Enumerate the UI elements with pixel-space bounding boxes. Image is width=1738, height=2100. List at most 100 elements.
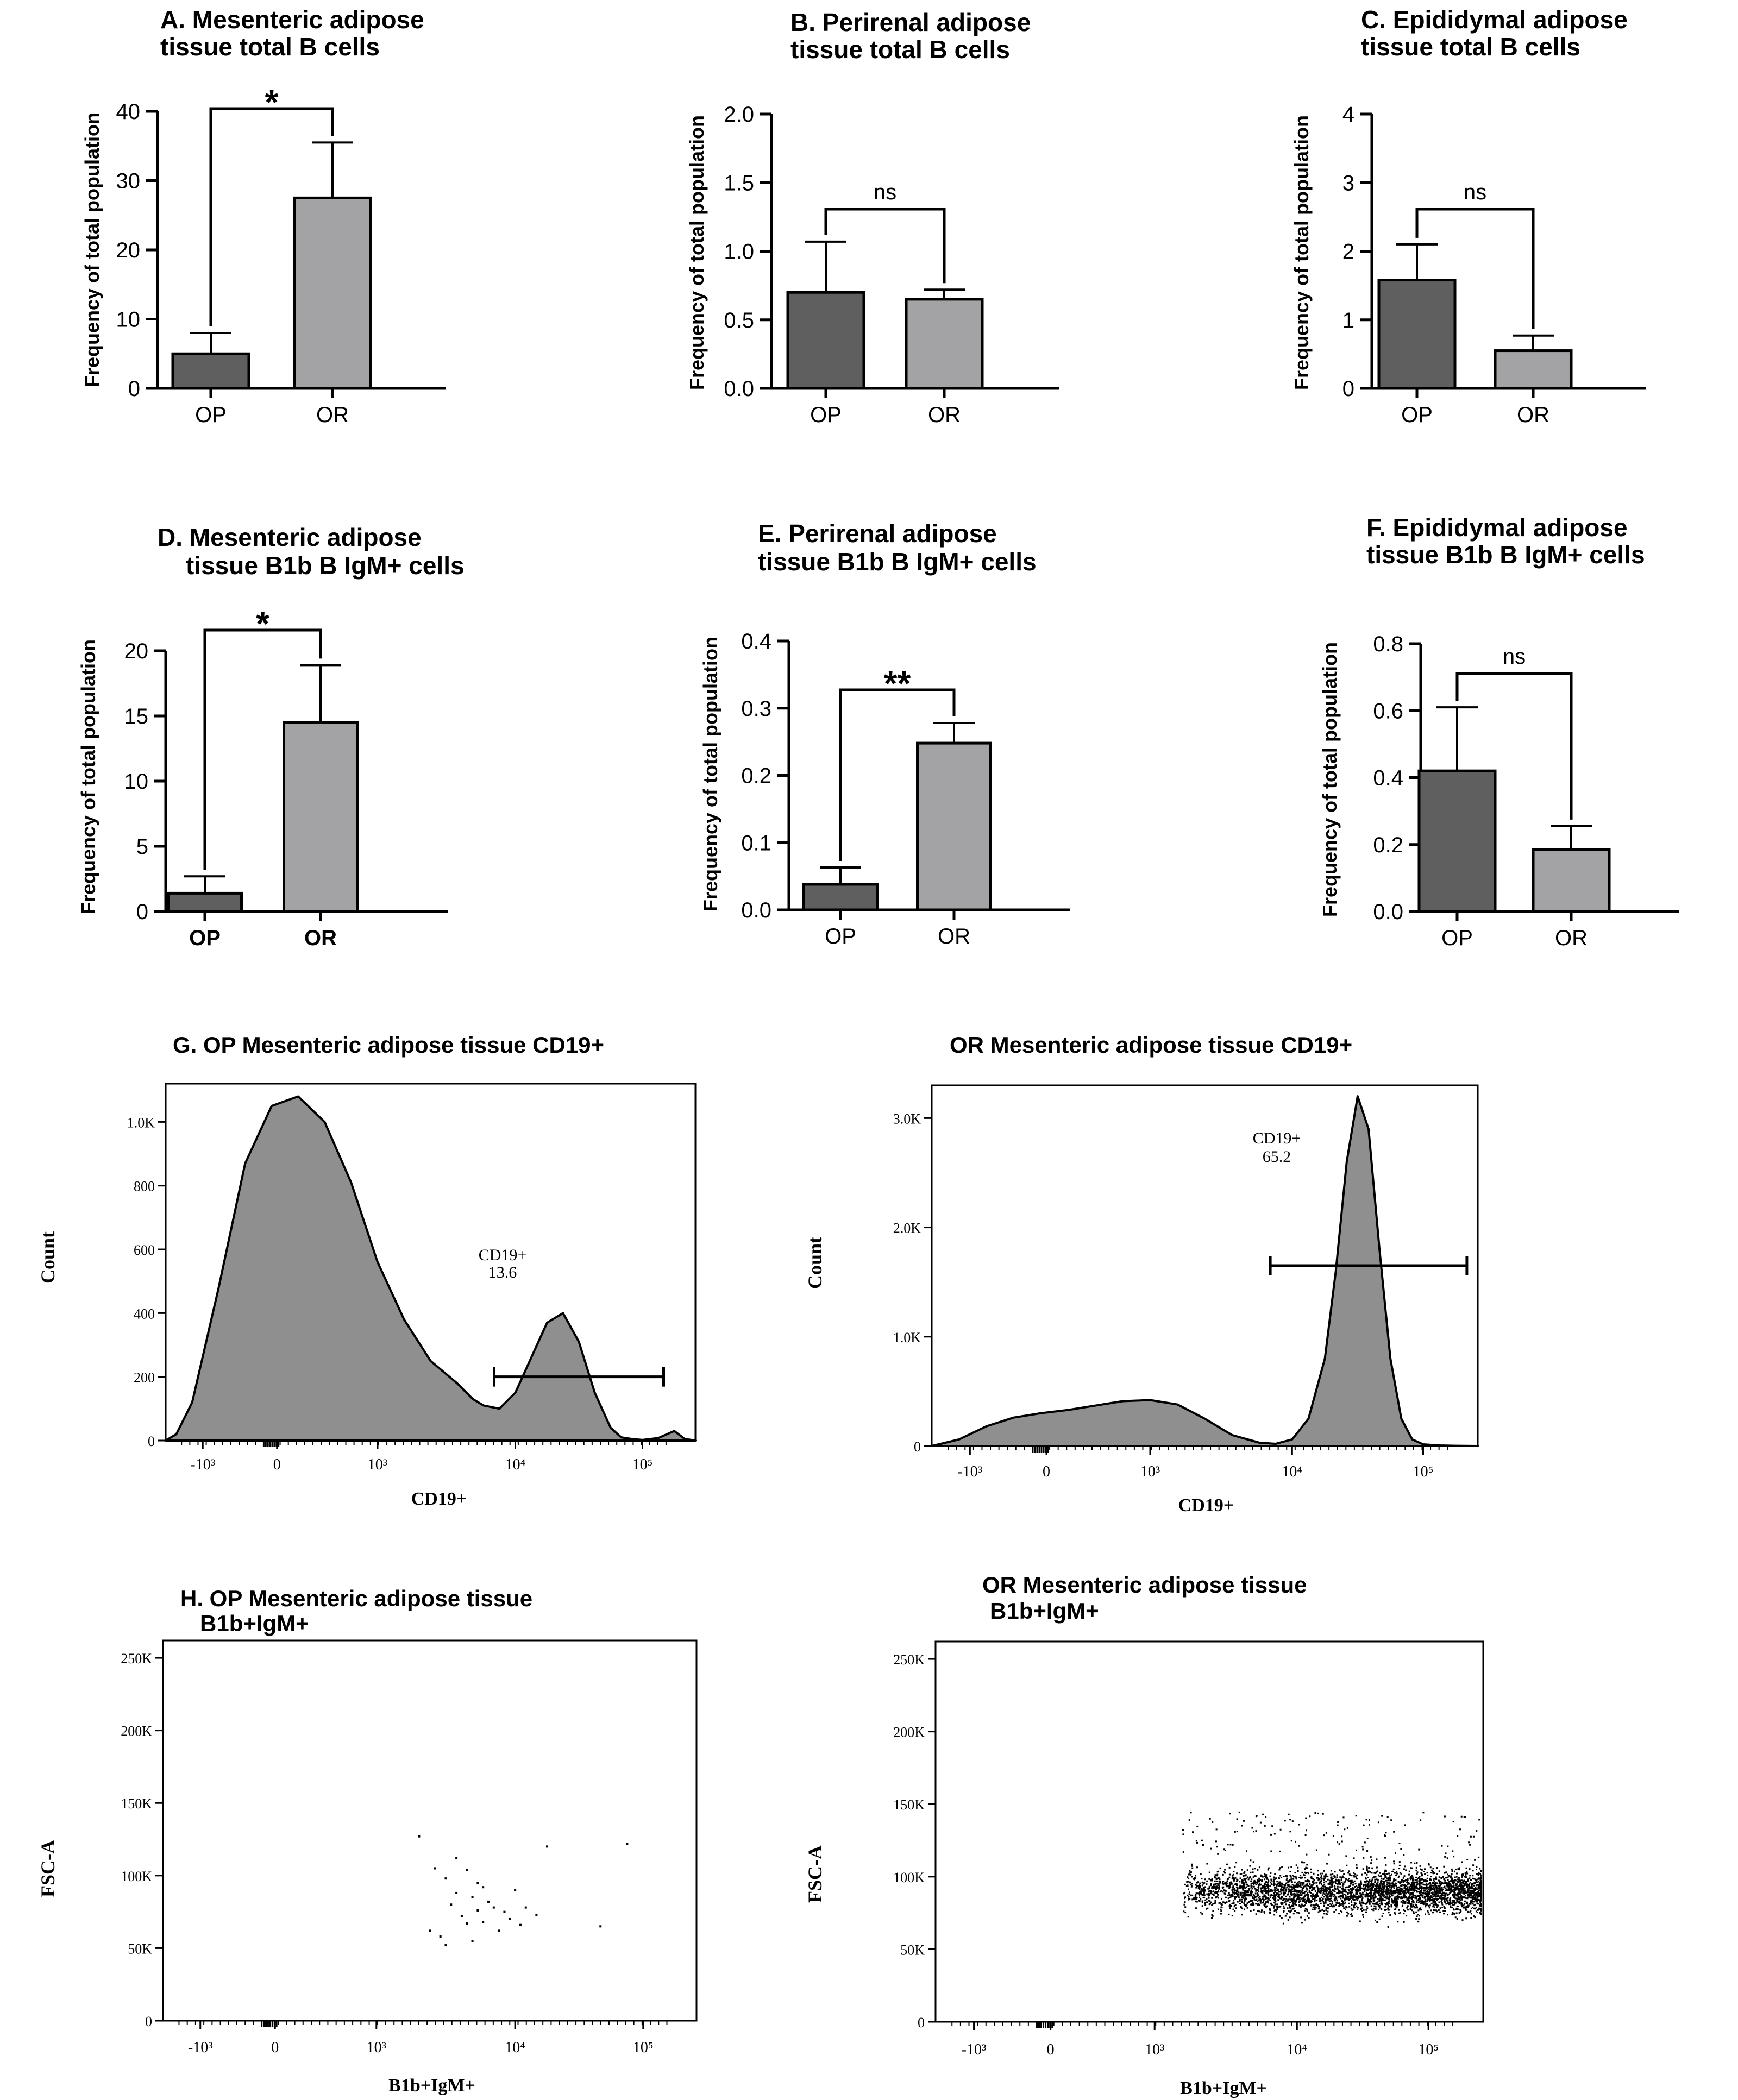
panel-c-x-tick-label: OR bbox=[1517, 403, 1549, 427]
panel-f-y-tick-label: 0.8 bbox=[1373, 632, 1403, 656]
panel-h-op-event-point bbox=[418, 1835, 421, 1838]
panel-f-bar-chart: F. Epididymal adipose tissue B1b B IgM+ … bbox=[1319, 513, 1679, 950]
panel-h-or-plot-frame bbox=[934, 1640, 1484, 2023]
panel-h-op-event-point bbox=[439, 1935, 442, 1938]
panel-d-significance-bracket bbox=[203, 628, 322, 870]
panel-e-y-tick-label: 0.0 bbox=[741, 898, 771, 922]
panel-c-y-tick-label: 3 bbox=[1342, 171, 1354, 195]
panel-g-or-histogram-area bbox=[931, 1095, 1479, 1447]
panel-e-significance: ** bbox=[839, 664, 956, 862]
panel-e-y-tick-label: 0.2 bbox=[741, 764, 771, 788]
panel-d-title-line2: tissue B1b B IgM+ cells bbox=[186, 551, 465, 580]
panel-h-or-x-tick-label: 10³ bbox=[1145, 2041, 1164, 2058]
panel-h-or-x-tick-label: 10⁵ bbox=[1418, 2041, 1439, 2058]
panel-f-title-line2: tissue B1b B IgM+ cells bbox=[1366, 540, 1645, 569]
panel-a-bar-op bbox=[171, 352, 250, 390]
panel-b-bar-or bbox=[905, 298, 984, 390]
panel-d-y-axis: 0 5 10 15 20 bbox=[124, 639, 167, 924]
panel-f-x-tick-label: OR bbox=[1555, 926, 1588, 950]
panel-g-op-y-tick-label: 1.0K bbox=[127, 1115, 155, 1130]
panel-f-bar-or bbox=[1532, 848, 1611, 913]
panel-h-or-event-outliers bbox=[1182, 1811, 1480, 1871]
panel-a-ylabel: Frequency of total population bbox=[81, 112, 103, 387]
panel-g-or-x-tick-label: 10³ bbox=[1140, 1463, 1160, 1480]
panel-h-op-event-point bbox=[444, 1877, 447, 1880]
panel-g-or-gate-value: 65.2 bbox=[1263, 1148, 1291, 1166]
panel-g-or-y-tick-label: 0 bbox=[914, 1439, 921, 1455]
panel-e-bar-or bbox=[916, 741, 992, 911]
panel-h-or-y-tick-label: 250K bbox=[893, 1652, 925, 1668]
panel-a-bar-chart: A. Mesenteric adipose tissue total B cel… bbox=[81, 5, 446, 427]
panel-d-y-tick-label: 0 bbox=[136, 900, 148, 924]
panel-g-or-gate-label: CD19+ bbox=[1253, 1129, 1301, 1147]
panel-f-x-tick-label: OP bbox=[1441, 926, 1473, 950]
panel-f-bars bbox=[1417, 706, 1611, 913]
panel-b-title-line2: tissue total B cells bbox=[790, 35, 1010, 64]
panel-h-op-event-point bbox=[471, 1940, 474, 1942]
panel-h-op-x-tick-label: 0 bbox=[271, 2039, 279, 2056]
panel-a-x-axis: OP OR bbox=[158, 387, 446, 427]
panel-f-y-tick-label: 0.0 bbox=[1373, 900, 1403, 924]
panel-h-op-event-point bbox=[524, 1906, 527, 1909]
panel-h-op-event-point bbox=[509, 1917, 511, 1920]
panel-e-y-tick-label: 0.4 bbox=[741, 630, 771, 653]
panel-h-op-event-point bbox=[492, 1906, 495, 1909]
panel-h-op-event-point bbox=[460, 1915, 463, 1917]
panel-g-op-x-tick-label: 10⁵ bbox=[632, 1456, 653, 1473]
panel-h-op-y-tick-label: 0 bbox=[145, 2014, 152, 2029]
panel-e-bar-chart: E. Perirenal adipose tissue B1b B IgM+ c… bbox=[699, 519, 1070, 948]
panel-c-significance-mark: ns bbox=[1464, 180, 1486, 204]
panel-h-op-xlabel: B1b+IgM+ bbox=[388, 2076, 475, 2096]
panel-b-x-axis: OP OR bbox=[771, 387, 1059, 427]
panel-c-title-line1: C. Epididymal adipose bbox=[1361, 5, 1628, 34]
panel-a-title-line2: tissue total B cells bbox=[160, 33, 380, 61]
panel-f-significance-mark: ns bbox=[1503, 645, 1526, 669]
panel-h-op-event-point bbox=[434, 1867, 436, 1870]
panel-c-bar-or bbox=[1494, 349, 1573, 390]
panel-h-op-event-point bbox=[466, 1922, 468, 1925]
panel-b-bar-chart: B. Perirenal adipose tissue total B cell… bbox=[686, 8, 1059, 427]
panel-h-or-x-tick-label: 10⁴ bbox=[1287, 2041, 1307, 2058]
panel-h-op-scatter: H. OP Mesenteric adipose tissue B1b+IgM+… bbox=[37, 1586, 698, 2096]
panel-g-or-y-tick-label: 2.0K bbox=[893, 1221, 921, 1236]
panel-f-bar-op bbox=[1417, 769, 1497, 913]
panel-h-op-title-line1: H. OP Mesenteric adipose tissue bbox=[180, 1586, 532, 1611]
panel-f-significance-bracket bbox=[1455, 672, 1573, 820]
panel-h-op-event-point bbox=[498, 1929, 500, 1932]
panel-e-significance-bracket bbox=[839, 688, 956, 862]
panel-h-op-y-tick-label: 100K bbox=[121, 1869, 152, 1884]
panel-a-y-tick-label: 40 bbox=[116, 100, 141, 124]
panel-a-x-tick-label: OP bbox=[195, 403, 227, 427]
panel-g-or-y-tick-label: 3.0K bbox=[893, 1111, 921, 1127]
panel-e-y-tick-label: 0.1 bbox=[741, 831, 771, 855]
panel-h-op-event-point bbox=[466, 1869, 468, 1871]
panel-b-ylabel: Frequency of total population bbox=[686, 115, 708, 390]
panel-h-op-y-tick-label: 150K bbox=[121, 1796, 152, 1812]
panel-g-op-title: G. OP Mesenteric adipose tissue CD19+ bbox=[173, 1032, 604, 1058]
panel-g-op-ylabel: Count bbox=[37, 1231, 59, 1284]
panel-b-y-tick-label: 1.0 bbox=[724, 240, 754, 264]
panel-b-title-line1: B. Perirenal adipose bbox=[790, 8, 1031, 36]
panel-c-bar-op bbox=[1377, 279, 1457, 390]
panel-e-x-tick-label: OR bbox=[938, 925, 970, 948]
panel-h-or-scatter: OR Mesenteric adipose tissue B1b+IgM+ FS… bbox=[804, 1572, 1484, 2098]
panel-g-op-histogram: G. OP Mesenteric adipose tissue CD19+ Co… bbox=[37, 1032, 697, 1509]
panel-d-x-axis: OP OR bbox=[166, 910, 448, 950]
panel-c-y-tick-label: 0 bbox=[1342, 377, 1354, 401]
panel-g-op-gate-value: 13.6 bbox=[488, 1263, 517, 1281]
panel-g-op-x-tick-label: 10³ bbox=[368, 1456, 387, 1473]
panel-g-or-y-tick-label: 1.0K bbox=[893, 1330, 921, 1345]
panel-e-bars bbox=[802, 721, 992, 911]
panel-c-x-axis: OP OR bbox=[1372, 387, 1646, 427]
panel-d-significance: * bbox=[203, 604, 322, 870]
panel-d-y-tick-label: 15 bbox=[124, 705, 149, 728]
panel-a-significance-mark: * bbox=[265, 83, 279, 122]
panel-h-or-x-tick-label: 0 bbox=[1047, 2041, 1055, 2058]
panel-h-op-x-tick-label: -10³ bbox=[188, 2039, 213, 2056]
panel-h-or-title-line1: OR Mesenteric adipose tissue bbox=[982, 1572, 1307, 1598]
panel-a-y-tick-label: 0 bbox=[128, 377, 140, 401]
panel-a-significance-bracket bbox=[209, 107, 334, 326]
panel-g-or-xlabel: CD19+ bbox=[1178, 1495, 1234, 1516]
panel-b-significance: ns bbox=[824, 180, 946, 284]
